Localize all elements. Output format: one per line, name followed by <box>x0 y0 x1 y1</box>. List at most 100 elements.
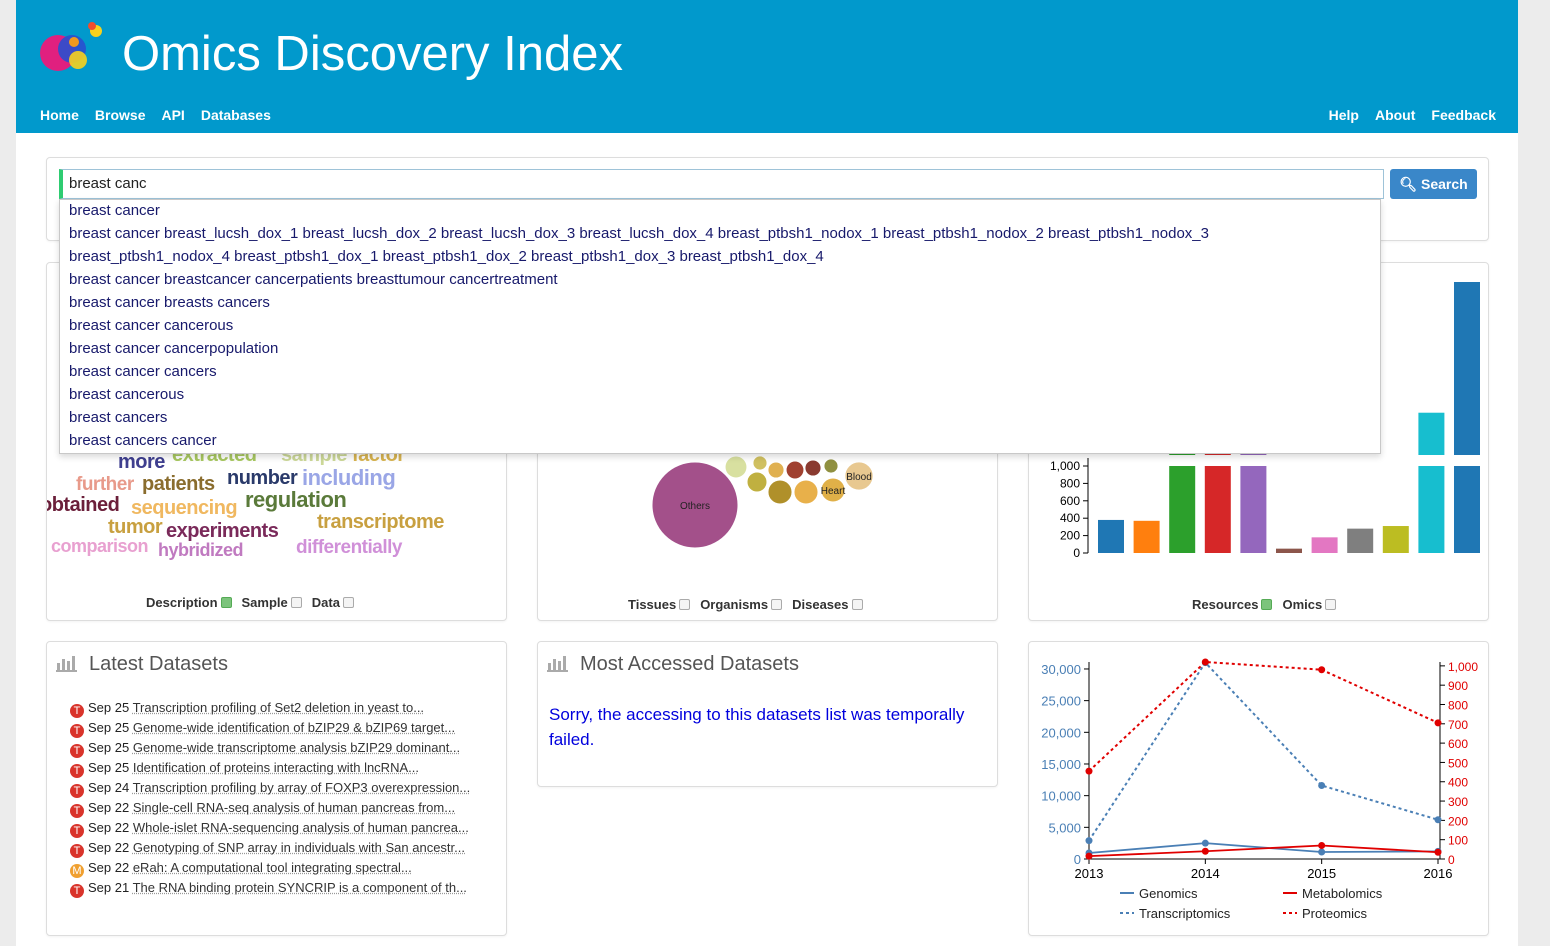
bar <box>1098 519 1124 553</box>
nav-link[interactable]: API <box>161 107 185 123</box>
bubble <box>844 461 874 491</box>
omics-badge: T <box>70 724 84 738</box>
bubble <box>804 459 822 477</box>
dataset-link[interactable]: Genome-wide transcriptome analysis bZIP2… <box>132 740 461 755</box>
dataset-link[interactable]: Identification of proteins interacting w… <box>132 760 419 775</box>
toggle[interactable]: Diseases <box>792 597 863 612</box>
checkbox[interactable] <box>290 597 302 608</box>
suggestion[interactable]: breast cancer breastcancer cancerpatient… <box>69 271 558 288</box>
legend-label: Proteomics <box>1302 906 1368 921</box>
dataset-link[interactable]: Single-cell RNA-seq analysis of human pa… <box>132 800 456 815</box>
dataset-item: T Sep 21 The RNA binding protein SYNCRIP … <box>70 880 467 898</box>
omics-badge: M <box>70 864 84 878</box>
suggestion[interactable]: breast cancer cancerpopulation <box>69 340 279 357</box>
header: Omics Discovery Index Home Browse API Datab… <box>16 0 1518 133</box>
point <box>1318 848 1326 856</box>
point <box>1201 658 1209 666</box>
nav-link[interactable]: About <box>1374 107 1416 123</box>
dataset-link[interactable]: Genotyping of SNP array in individuals w… <box>132 840 465 855</box>
suggestion[interactable]: breast_ptbsh1_nodox_4 breast_ptbsh1_dox_… <box>69 248 824 265</box>
toggle[interactable]: Data <box>312 595 354 610</box>
nav-link[interactable]: Help <box>1328 107 1359 123</box>
dataset-link[interactable]: Genome-wide identification of bZIP29 & b… <box>132 720 456 735</box>
latest-title: Latest Datasets <box>89 653 228 675</box>
dataset-date: Sep 25 <box>88 700 130 715</box>
cloud-word: including <box>302 465 395 490</box>
search-input[interactable]: breast canc <box>59 169 1384 199</box>
cloud-word: obtained <box>40 494 119 516</box>
bubble <box>820 477 846 503</box>
nav-link[interactable]: Feedback <box>1431 107 1496 123</box>
omics-badge: T <box>70 784 84 798</box>
accessed-message: Sorry, the accessing to this datasets li… <box>549 705 965 749</box>
suggestion[interactable]: breast cancer breasts cancers <box>69 294 270 311</box>
checkbox[interactable] <box>1325 599 1337 610</box>
point <box>1201 847 1209 855</box>
cloud-word: number <box>227 467 298 489</box>
checkbox[interactable] <box>342 597 354 608</box>
line-panel <box>1028 641 1489 936</box>
y-tick-label: 0 <box>1074 852 1081 867</box>
suggestion[interactable]: breast cancer cancerous <box>69 317 234 334</box>
bubble-label: Others <box>680 501 710 512</box>
dataset-link[interactable]: Whole-islet RNA-sequencing analysis of h… <box>132 820 469 835</box>
point <box>1434 848 1442 856</box>
suggestion[interactable]: breast cancer cancers <box>69 363 217 380</box>
point <box>1318 782 1326 790</box>
dataset-item: T Sep 25 Transcription profiling of Set2 … <box>70 700 424 718</box>
y-tick-label: 0 <box>1073 546 1080 560</box>
point <box>1085 837 1093 845</box>
toggle-label: Tissues <box>628 597 677 612</box>
suggestion[interactable]: breast cancer breast_lucsh_dox_1 breast_… <box>69 225 1209 242</box>
series-line <box>1088 660 1439 772</box>
dataset-date: Sep 25 <box>88 740 130 755</box>
dataset-date: Sep 22 <box>88 820 130 835</box>
y2-tick-label: 700 <box>1448 718 1468 732</box>
checkbox[interactable] <box>220 597 232 608</box>
checkbox[interactable] <box>1261 599 1273 610</box>
nav-link[interactable]: Browse <box>94 107 146 123</box>
y-tick-label: 400 <box>1060 511 1080 525</box>
toggle[interactable]: Sample <box>242 595 302 610</box>
x-tick-label: 2014 <box>1191 866 1220 881</box>
dataset-item: T Sep 22 Single-cell RNA-seq analysis of … <box>70 800 455 818</box>
nav-link[interactable]: Home <box>40 107 79 123</box>
y-tick-label: 1,000 <box>1050 459 1080 473</box>
toggle[interactable]: Resources <box>1192 597 1273 612</box>
checkbox[interactable] <box>771 599 783 610</box>
toggle[interactable]: Tissues <box>628 597 691 612</box>
toggle-label: Organisms <box>700 597 769 612</box>
toggle-label: Omics <box>1282 597 1323 612</box>
y2-tick-label: 300 <box>1448 795 1468 809</box>
checkbox[interactable] <box>679 599 691 610</box>
suggestion[interactable]: breast cancers cancer <box>69 432 217 449</box>
y2-tick-label: 500 <box>1448 756 1468 770</box>
toggle[interactable]: Organisms <box>700 597 783 612</box>
suggestion[interactable]: breast cancers <box>69 409 168 426</box>
dataset-date: Sep 21 <box>88 880 130 895</box>
checkbox[interactable] <box>851 599 863 610</box>
dataset-link[interactable]: Transcription profiling of Set2 deletion… <box>132 700 425 715</box>
dataset-link[interactable]: eRah: A computational tool integrating s… <box>132 860 412 875</box>
dataset-link[interactable]: The RNA binding protein SYNCRIP is a com… <box>132 880 467 895</box>
toggle-label: Description <box>146 595 218 610</box>
suggestion[interactable]: breast cancerous <box>69 386 185 403</box>
legend-label: Transcriptomics <box>1139 906 1231 921</box>
bubble <box>746 471 768 493</box>
dataset-date: Sep 22 <box>88 840 130 855</box>
series-line <box>1088 661 1439 842</box>
y-tick-label: 800 <box>1060 476 1080 490</box>
y-tick-label: 25,000 <box>1041 694 1081 709</box>
dataset-link[interactable]: Transcription profiling by array of FOXP… <box>132 780 471 795</box>
y-tick-label: 200 <box>1060 529 1080 543</box>
bubble <box>724 455 748 479</box>
toggle[interactable]: Description <box>146 595 232 610</box>
legend-label: Genomics <box>1139 886 1198 901</box>
toggle[interactable]: Omics <box>1282 597 1337 612</box>
dataset-date: Sep 22 <box>88 860 130 875</box>
cloud-word: further <box>76 474 135 495</box>
bubble-label: Heart <box>821 486 846 497</box>
search-button[interactable]: 🔍︎ Search <box>1390 169 1477 199</box>
nav-link[interactable]: Databases <box>200 107 271 123</box>
suggestion[interactable]: breast cancer <box>69 202 160 219</box>
